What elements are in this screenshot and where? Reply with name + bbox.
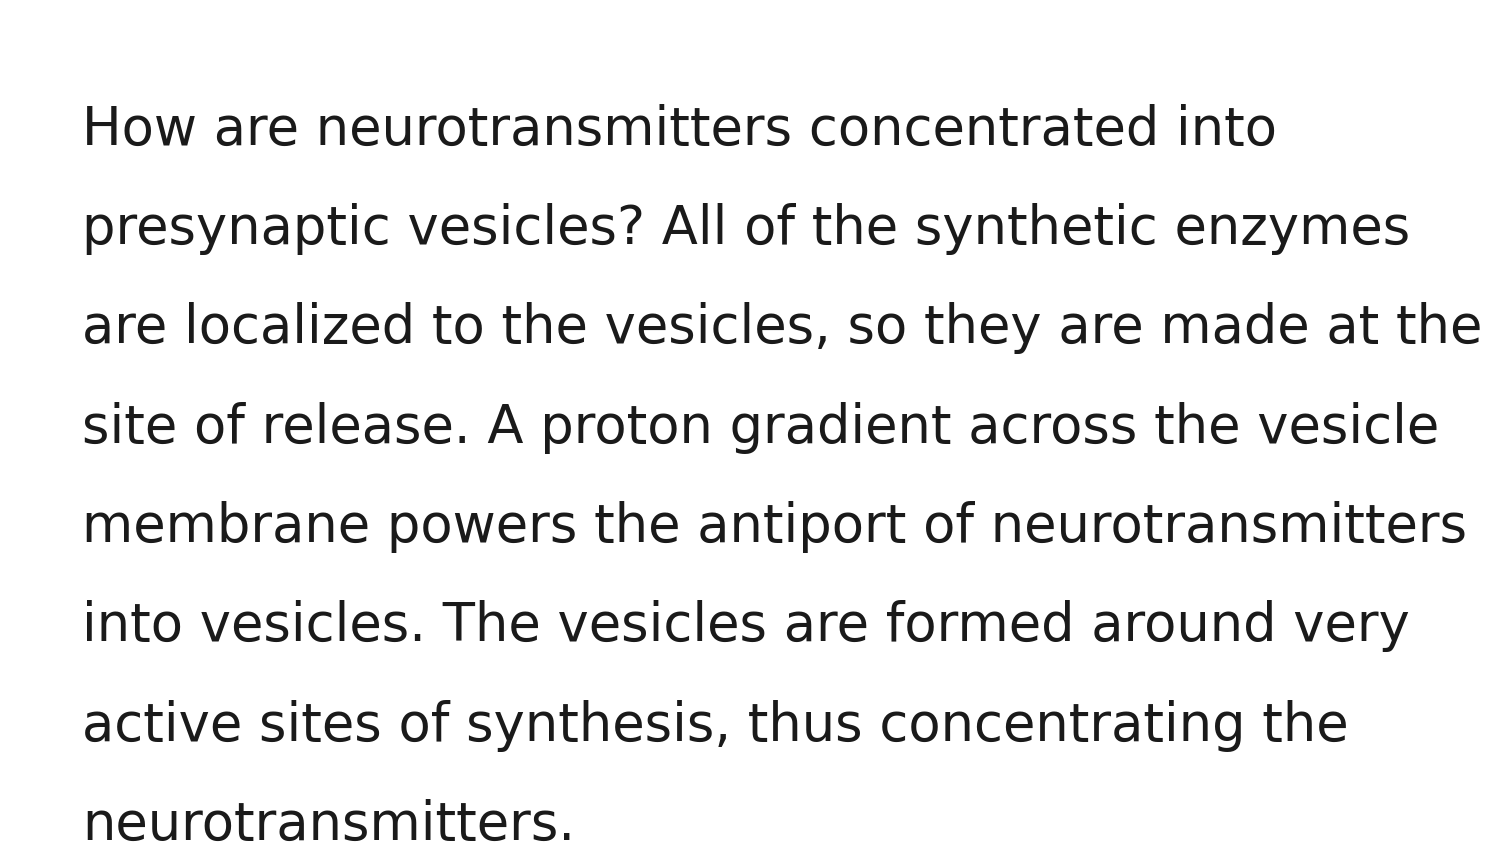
Text: membrane powers the antiport of neurotransmitters: membrane powers the antiport of neurotra…: [82, 501, 1467, 553]
Text: How are neurotransmitters concentrated into: How are neurotransmitters concentrated i…: [82, 104, 1278, 156]
Text: site of release. A proton gradient across the vesicle: site of release. A proton gradient acros…: [82, 402, 1440, 454]
Text: presynaptic vesicles? All of the synthetic enzymes: presynaptic vesicles? All of the synthet…: [82, 203, 1410, 255]
Text: active sites of synthesis, thus concentrating the: active sites of synthesis, thus concentr…: [82, 700, 1348, 752]
Text: neurotransmitters.: neurotransmitters.: [82, 799, 576, 851]
Text: are localized to the vesicles, so they are made at the: are localized to the vesicles, so they a…: [82, 302, 1484, 354]
Text: into vesicles. The vesicles are formed around very: into vesicles. The vesicles are formed a…: [82, 600, 1410, 652]
